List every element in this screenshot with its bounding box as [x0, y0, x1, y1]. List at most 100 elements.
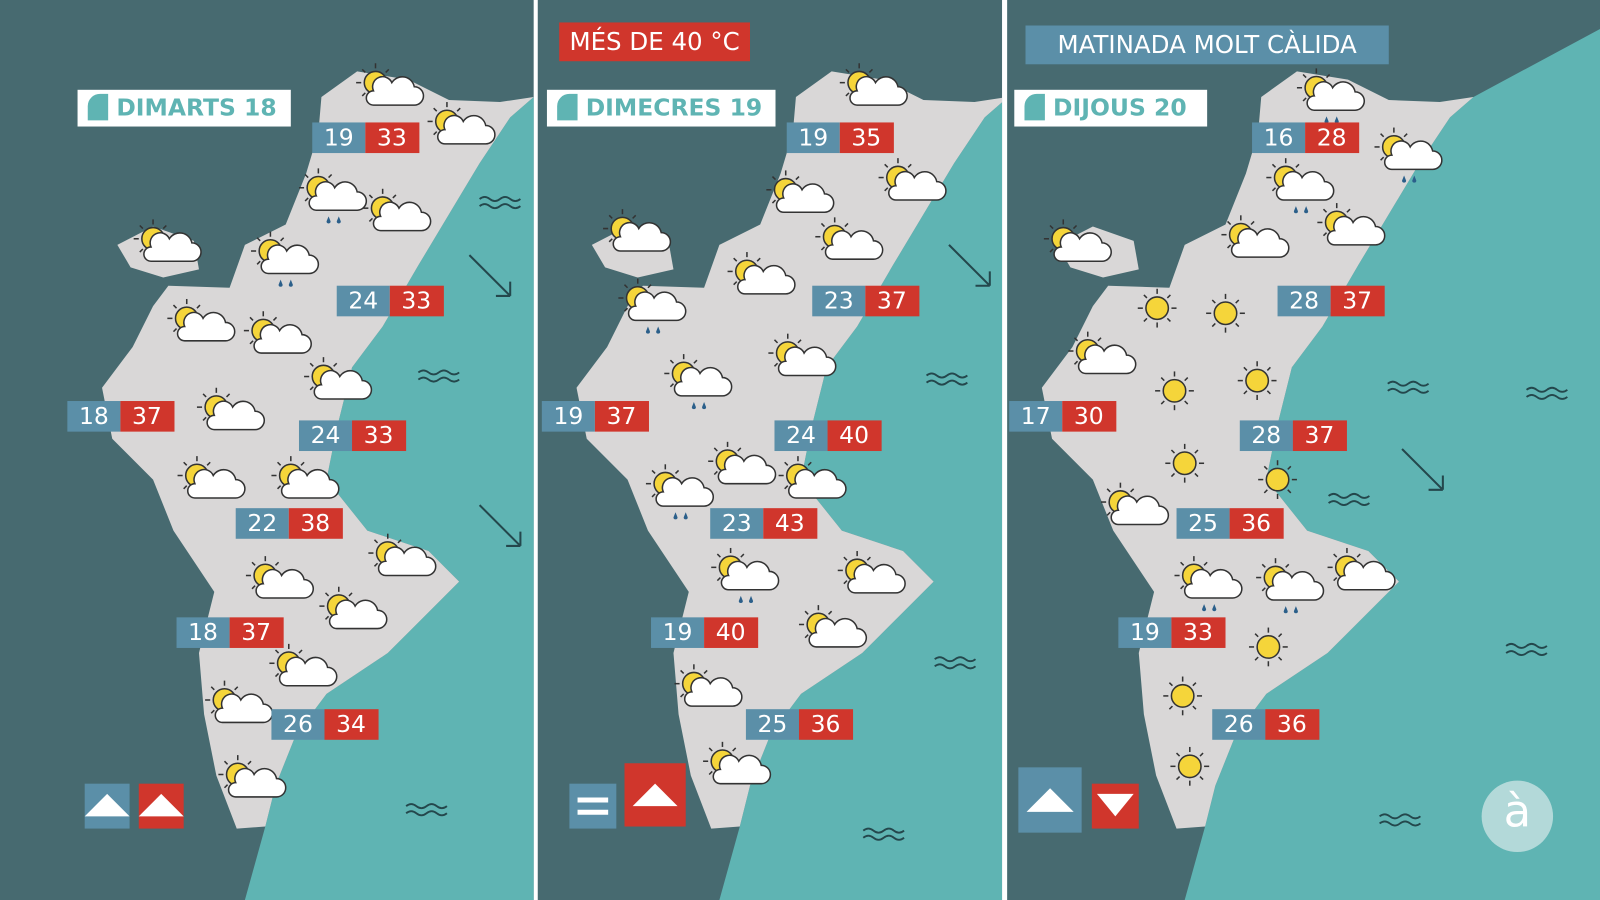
- min-box: [1277, 285, 1331, 317]
- banner-label: MÉS DE 40 °C: [569, 27, 739, 56]
- max-box: [288, 508, 343, 539]
- max-temp: 34: [336, 710, 366, 738]
- day-box: [546, 89, 776, 127]
- min-temp: 16: [1264, 123, 1294, 151]
- min-box: [336, 285, 390, 317]
- min-box: [651, 617, 705, 648]
- min-box: [786, 122, 840, 154]
- max-box: [798, 709, 854, 740]
- day-label: DIJOUS 20: [1053, 94, 1187, 122]
- max-temp: 36: [811, 710, 841, 738]
- panel-map: [0, 0, 534, 900]
- min-temp: 28: [1289, 287, 1319, 315]
- min-temp: 26: [1224, 710, 1254, 738]
- max-temp: 43: [775, 509, 805, 537]
- max-box: [1062, 401, 1117, 432]
- max-box: [352, 420, 407, 452]
- max-temp: 40: [839, 421, 869, 449]
- min-box: [541, 401, 595, 432]
- min-temp: 23: [824, 287, 854, 315]
- max-temp: 37: [241, 618, 271, 646]
- day-label: DIMARTS 18: [116, 94, 276, 122]
- day-box: [77, 89, 291, 127]
- max-temp: 33: [1183, 618, 1213, 646]
- min-box: [1009, 401, 1063, 432]
- max-box: [389, 285, 444, 317]
- day-icon: [557, 93, 578, 121]
- max-box: [229, 617, 284, 648]
- max-box: [704, 617, 759, 648]
- min-temp: 25: [1188, 509, 1218, 537]
- max-temp: 38: [300, 509, 330, 537]
- banner-box: [559, 22, 750, 62]
- min-temp: 17: [1021, 402, 1051, 430]
- max-box: [1330, 285, 1385, 317]
- max-box: [324, 709, 379, 740]
- min-box: [312, 122, 366, 154]
- min-temp: 24: [311, 421, 341, 449]
- min-box: [1212, 709, 1266, 740]
- panel-map: à: [1007, 0, 1600, 900]
- max-box: [365, 122, 420, 154]
- min-temp: 18: [79, 402, 109, 430]
- max-temp: 30: [1074, 402, 1104, 430]
- min-temp: 18: [188, 618, 218, 646]
- min-temp: 24: [786, 421, 816, 449]
- min-temp: 28: [1251, 421, 1281, 449]
- max-temp: 33: [377, 123, 407, 151]
- min-box: [235, 508, 289, 539]
- max-box: [865, 285, 920, 317]
- day-icon: [87, 93, 109, 121]
- max-temp: 33: [364, 421, 394, 449]
- logo: à: [1504, 784, 1532, 837]
- min-temp: 19: [663, 618, 693, 646]
- min-temp: 26: [283, 710, 313, 738]
- banner-label: MATINADA MOLT CÀLIDA: [1058, 30, 1358, 59]
- min-box: [812, 285, 866, 317]
- max-box: [1305, 122, 1360, 154]
- max-box: [1229, 508, 1284, 539]
- min-box: [1239, 420, 1293, 452]
- min-temp: 22: [247, 509, 277, 537]
- min-temp: 19: [1130, 618, 1160, 646]
- min-box: [298, 420, 353, 452]
- day-box: [1014, 89, 1208, 127]
- min-box: [1252, 122, 1306, 154]
- min-temp: 19: [798, 123, 828, 151]
- max-box: [827, 420, 882, 452]
- max-temp: 36: [1241, 509, 1271, 537]
- min-temp: 24: [348, 287, 378, 315]
- max-temp: 35: [851, 123, 881, 151]
- banner-box: [1025, 25, 1389, 65]
- min-box: [774, 420, 828, 452]
- min-box: [745, 709, 799, 740]
- max-box: [1265, 709, 1320, 740]
- min-temp: 23: [722, 509, 752, 537]
- min-box: [271, 709, 325, 740]
- min-box: [176, 617, 230, 648]
- max-temp: 37: [1342, 287, 1372, 315]
- max-temp: 37: [877, 287, 907, 315]
- max-temp: 36: [1277, 710, 1307, 738]
- max-temp: 28: [1317, 123, 1347, 151]
- min-temp: 25: [758, 710, 788, 738]
- max-box: [120, 401, 175, 432]
- min-box: [1176, 508, 1230, 539]
- min-temp: 19: [324, 123, 354, 151]
- max-box: [763, 508, 818, 539]
- panel-map: [537, 0, 1003, 900]
- min-box: [1118, 617, 1172, 648]
- min-temp: 19: [553, 402, 583, 430]
- max-box: [839, 122, 894, 154]
- day-icon: [1024, 93, 1045, 121]
- min-box: [67, 401, 121, 432]
- max-temp: 33: [401, 287, 431, 315]
- max-box: [1292, 420, 1347, 452]
- max-temp: 37: [132, 402, 162, 430]
- max-temp: 37: [607, 402, 637, 430]
- day-label: DIMECRES 19: [586, 94, 763, 122]
- max-temp: 40: [716, 618, 746, 646]
- max-temp: 37: [1304, 421, 1334, 449]
- max-box: [1171, 617, 1226, 648]
